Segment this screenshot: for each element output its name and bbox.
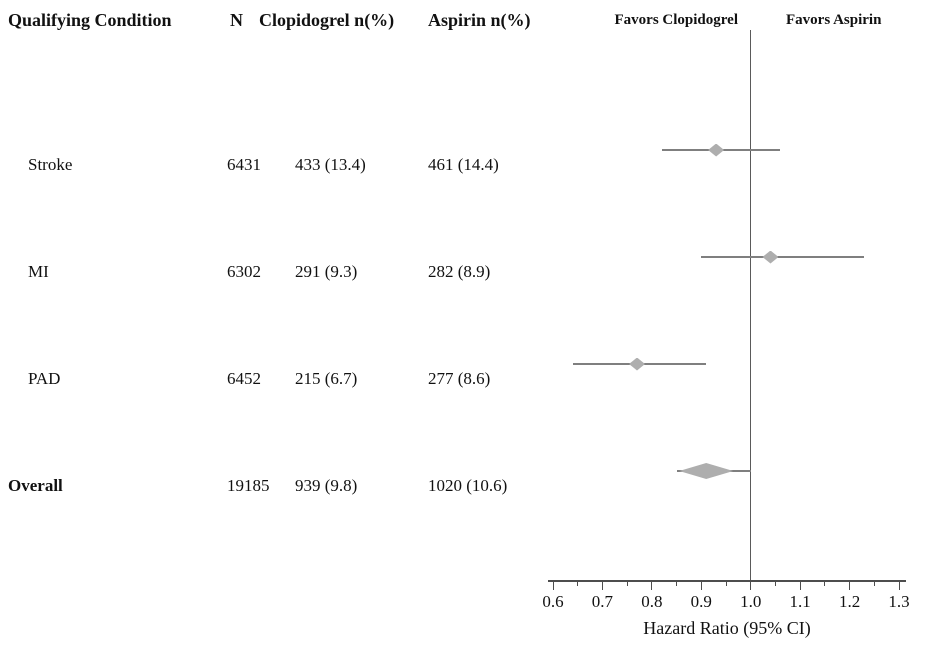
axis-minor-tick — [824, 582, 826, 586]
table-row: PAD 6452 215 (6.7) 277 (8.6) — [0, 368, 927, 390]
axis-minor-tick — [676, 582, 678, 586]
axis-tick-label: 1.0 — [740, 592, 762, 611]
favors-clopidogrel-label: Favors Clopidogrel — [614, 12, 738, 28]
row-clopidogrel: 215 (6.7) — [295, 369, 358, 388]
axis-tick-label: 0.8 — [641, 592, 663, 611]
table-row: Stroke 6431 433 (13.4) 461 (14.4) — [0, 154, 927, 176]
axis-tick-label: 1.2 — [838, 592, 861, 611]
axis-tick — [601, 582, 603, 590]
row-condition: MI — [28, 262, 49, 281]
row-clopidogrel: 939 (9.8) — [295, 476, 358, 495]
reference-line — [750, 30, 751, 581]
axis-minor-tick — [873, 582, 875, 586]
col-header-aspirin: Aspirin n(%) — [428, 10, 531, 30]
table-row: Overall 19185 939 (9.8) 1020 (10.6) — [0, 475, 927, 497]
col-header-n: N — [230, 10, 243, 30]
axis-tick-label: 1.1 — [789, 592, 811, 611]
row-aspirin: 1020 (10.6) — [428, 476, 508, 495]
axis-tick — [750, 582, 752, 590]
hr-diamond — [762, 250, 779, 264]
axis-tick — [651, 582, 653, 590]
x-axis-label: Hazard Ratio (95% CI) — [643, 618, 811, 638]
row-n: 6431 — [227, 155, 261, 174]
axis-tick-label: 0.9 — [690, 592, 712, 611]
row-n: 6452 — [227, 369, 261, 388]
row-clopidogrel: 433 (13.4) — [295, 155, 366, 174]
row-condition: Stroke — [28, 155, 73, 174]
table-row: MI 6302 291 (9.3) 282 (8.9) — [0, 261, 927, 283]
row-n: 19185 — [227, 476, 270, 495]
ci-line — [701, 256, 865, 258]
axis-tick-label: 1.3 — [888, 592, 910, 611]
row-n: 6302 — [227, 262, 261, 281]
x-axis — [548, 580, 906, 582]
row-aspirin: 461 (14.4) — [428, 155, 499, 174]
axis-tick — [552, 582, 554, 590]
row-aspirin: 277 (8.6) — [428, 369, 491, 388]
row-condition: PAD — [28, 369, 61, 388]
axis-tick-label: 0.6 — [542, 592, 564, 611]
row-clopidogrel: 291 (9.3) — [295, 262, 358, 281]
hr-diamond — [629, 357, 646, 371]
row-aspirin: 282 (8.9) — [428, 262, 491, 281]
axis-minor-tick — [774, 582, 776, 586]
axis-tick — [898, 582, 900, 590]
col-header-qualifying-condition: Qualifying Condition — [8, 10, 172, 30]
axis-minor-tick — [626, 582, 628, 586]
axis-tick — [700, 582, 702, 590]
axis-minor-tick — [725, 582, 727, 586]
axis-minor-tick — [577, 582, 579, 586]
overall-diamond — [679, 463, 734, 479]
col-header-clopidogrel: Clopidogrel n(%) — [259, 10, 395, 30]
axis-tick — [799, 582, 801, 590]
row-condition: Overall — [8, 476, 63, 495]
axis-tick-label: 0.7 — [591, 592, 614, 611]
hr-diamond — [708, 143, 725, 157]
axis-tick — [849, 582, 851, 590]
favors-aspirin-label: Favors Aspirin — [786, 12, 882, 28]
